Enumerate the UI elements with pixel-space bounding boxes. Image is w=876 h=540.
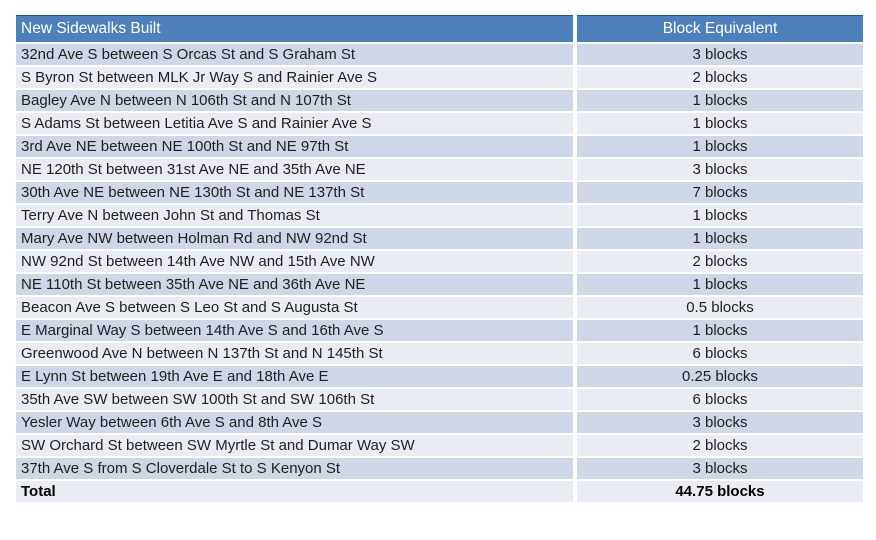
column-separator [573,412,577,433]
location-cell: Terry Ave N between John St and Thomas S… [16,205,573,226]
blocks-cell: 2 blocks [577,67,863,88]
blocks-cell: 1 blocks [577,113,863,134]
table-row: 30th Ave NE between NE 130th St and NE 1… [16,182,863,203]
location-cell: 35th Ave SW between SW 100th St and SW 1… [16,389,573,410]
blocks-cell: 3 blocks [577,159,863,180]
column-separator [573,458,577,479]
table-row: E Lynn St between 19th Ave E and 18th Av… [16,366,863,387]
header-block-equivalent: Block Equivalent [577,15,863,42]
location-cell: 3rd Ave NE between NE 100th St and NE 97… [16,136,573,157]
column-separator [573,44,577,65]
location-cell: 32nd Ave S between S Orcas St and S Grah… [16,44,573,65]
blocks-cell: 0.5 blocks [577,297,863,318]
table-row: Bagley Ave N between N 106th St and N 10… [16,90,863,111]
column-separator [573,136,577,157]
table-row: 32nd Ave S between S Orcas St and S Grah… [16,44,863,65]
column-separator [573,320,577,341]
location-cell: 30th Ave NE between NE 130th St and NE 1… [16,182,573,203]
column-separator [573,297,577,318]
blocks-cell: 1 blocks [577,90,863,111]
header-new-sidewalks-built: New Sidewalks Built [16,15,573,42]
table-row: NE 110th St between 35th Ave NE and 36th… [16,274,863,295]
location-cell: NW 92nd St between 14th Ave NW and 15th … [16,251,573,272]
table-row: Greenwood Ave N between N 137th St and N… [16,343,863,364]
table-row: S Adams St between Letitia Ave S and Rai… [16,113,863,134]
location-cell: Yesler Way between 6th Ave S and 8th Ave… [16,412,573,433]
blocks-cell: 1 blocks [577,136,863,157]
location-cell: SW Orchard St between SW Myrtle St and D… [16,435,573,456]
location-cell: E Marginal Way S between 14th Ave S and … [16,320,573,341]
column-separator [573,274,577,295]
blocks-cell: 1 blocks [577,205,863,226]
blocks-cell: 6 blocks [577,389,863,410]
column-separator [573,205,577,226]
table-row: NE 120th St between 31st Ave NE and 35th… [16,159,863,180]
column-separator [573,251,577,272]
table-header-row: New Sidewalks Built Block Equivalent [16,15,863,42]
column-separator [573,159,577,180]
location-cell: S Byron St between MLK Jr Way S and Rain… [16,67,573,88]
table-row: E Marginal Way S between 14th Ave S and … [16,320,863,341]
blocks-cell: 1 blocks [577,228,863,249]
location-cell: E Lynn St between 19th Ave E and 18th Av… [16,366,573,387]
column-separator [573,435,577,456]
table-row: 35th Ave SW between SW 100th St and SW 1… [16,389,863,410]
column-separator [573,343,577,364]
total-label: Total [16,481,573,502]
location-cell: Mary Ave NW between Holman Rd and NW 92n… [16,228,573,249]
table-row: Yesler Way between 6th Ave S and 8th Ave… [16,412,863,433]
table-row: S Byron St between MLK Jr Way S and Rain… [16,67,863,88]
blocks-cell: 0.25 blocks [577,366,863,387]
location-cell: S Adams St between Letitia Ave S and Rai… [16,113,573,134]
column-separator [573,481,577,502]
blocks-cell: 3 blocks [577,458,863,479]
blocks-cell: 2 blocks [577,435,863,456]
column-separator [573,389,577,410]
table-row: 37th Ave S from S Cloverdale St to S Ken… [16,458,863,479]
column-separator [573,228,577,249]
table-total-row: Total 44.75 blocks [16,481,863,502]
column-separator [573,15,577,42]
column-separator [573,366,577,387]
table-row: 3rd Ave NE between NE 100th St and NE 97… [16,136,863,157]
blocks-cell: 7 blocks [577,182,863,203]
table-row: SW Orchard St between SW Myrtle St and D… [16,435,863,456]
column-separator [573,182,577,203]
column-separator [573,90,577,111]
table-body: 32nd Ave S between S Orcas St and S Grah… [16,44,863,479]
blocks-cell: 6 blocks [577,343,863,364]
blocks-cell: 1 blocks [577,320,863,341]
blocks-cell: 2 blocks [577,251,863,272]
table-row: Mary Ave NW between Holman Rd and NW 92n… [16,228,863,249]
total-value: 44.75 blocks [577,481,863,502]
table-row: Terry Ave N between John St and Thomas S… [16,205,863,226]
location-cell: 37th Ave S from S Cloverdale St to S Ken… [16,458,573,479]
sidewalks-table: New Sidewalks Built Block Equivalent 32n… [16,15,863,504]
table-row: NW 92nd St between 14th Ave NW and 15th … [16,251,863,272]
blocks-cell: 1 blocks [577,274,863,295]
blocks-cell: 3 blocks [577,44,863,65]
table-row: Beacon Ave S between S Leo St and S Augu… [16,297,863,318]
location-cell: Bagley Ave N between N 106th St and N 10… [16,90,573,111]
location-cell: Greenwood Ave N between N 137th St and N… [16,343,573,364]
column-separator [573,67,577,88]
blocks-cell: 3 blocks [577,412,863,433]
location-cell: NE 120th St between 31st Ave NE and 35th… [16,159,573,180]
column-separator [573,113,577,134]
location-cell: Beacon Ave S between S Leo St and S Augu… [16,297,573,318]
location-cell: NE 110th St between 35th Ave NE and 36th… [16,274,573,295]
